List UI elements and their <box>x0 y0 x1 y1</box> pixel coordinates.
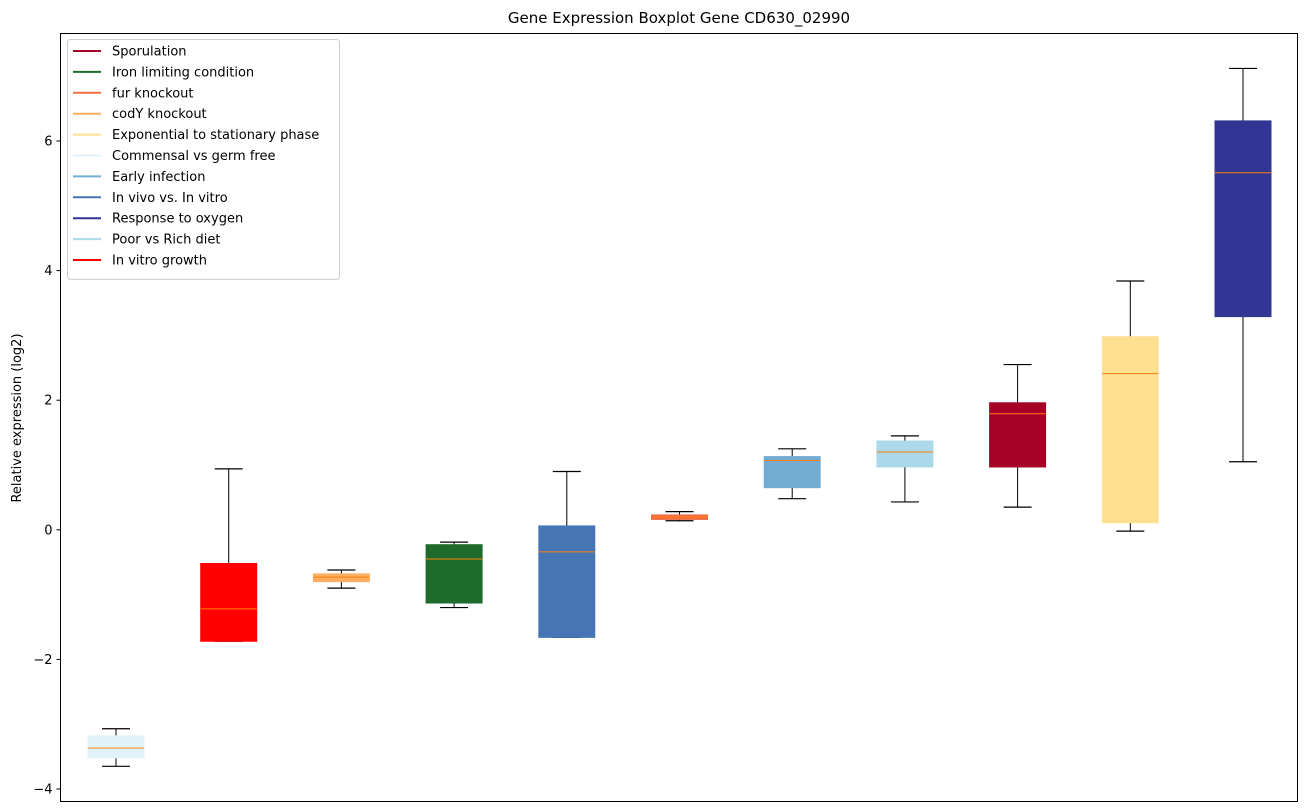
box-4 <box>425 541 483 609</box>
box-8 <box>876 435 934 503</box>
box-9 <box>989 363 1047 508</box>
box-body <box>763 456 821 489</box>
box-6 <box>651 511 708 522</box>
y-tick-label: −4 <box>33 783 52 798</box>
box-body <box>425 544 483 604</box>
legend-label: Early infection <box>112 170 205 185</box>
legend-item: codY knockout <box>73 107 207 122</box>
legend-label: In vivo vs. In vitro <box>112 191 228 206</box>
box-3 <box>312 569 370 589</box>
y-tick-label: 4 <box>44 264 52 279</box>
legend-item: Response to oxygen <box>73 212 243 227</box>
chart-title: Gene Expression Boxplot Gene CD630_02990 <box>508 9 850 28</box>
legend-frame <box>67 39 340 280</box>
y-tick-label: 0 <box>44 523 52 538</box>
box-7 <box>763 448 821 500</box>
box-body <box>1214 120 1272 318</box>
y-axis-ticks: −4 −2 0 2 4 6 <box>33 135 61 798</box>
legend-label: fur knockout <box>112 86 194 101</box>
legend-item: Poor vs Rich diet <box>73 233 220 248</box>
y-tick-label: 2 <box>44 394 52 409</box>
box-body <box>200 562 258 642</box>
box-body <box>876 440 934 468</box>
plot-frame <box>60 33 1298 802</box>
legend-label: In vitro growth <box>112 254 207 269</box>
boxes-layer <box>87 67 1272 767</box>
box-5 <box>538 470 596 638</box>
legend-label: Response to oxygen <box>112 212 243 227</box>
legend-label: Iron limiting condition <box>112 65 254 80</box>
box-1 <box>87 728 145 767</box>
legend-item: fur knockout <box>73 86 194 101</box>
legend-label: codY knockout <box>112 107 207 122</box>
legend-item: Early infection <box>73 170 205 185</box>
box-body <box>1101 336 1159 524</box>
legend-item: Commensal vs germ free <box>73 149 275 164</box>
legend: Sporulation Iron limiting condition fur kn… <box>67 39 340 280</box>
legend-label: Exponential to stationary phase <box>112 128 319 143</box>
y-tick-label: 6 <box>44 135 52 150</box>
legend-item: Iron limiting condition <box>73 65 254 80</box>
legend-label: Commensal vs germ free <box>112 149 275 164</box>
box-11 <box>1214 67 1272 463</box>
legend-label: Poor vs Rich diet <box>112 233 220 248</box>
legend-label: Sporulation <box>112 45 187 60</box>
box-body <box>538 525 596 638</box>
box-body <box>312 573 370 583</box>
box-10 <box>1101 280 1159 532</box>
legend-item: In vitro growth <box>73 254 207 269</box>
y-tick-label: −2 <box>33 653 52 668</box>
legend-item: Sporulation <box>73 45 187 60</box>
legend-item: Exponential to stationary phase <box>73 128 319 143</box>
box-body <box>989 402 1047 468</box>
legend-item: In vivo vs. In vitro <box>73 191 228 206</box>
y-axis-label: Relative expression (log2) <box>10 333 25 502</box>
box-2 <box>200 468 258 642</box>
box-body <box>87 735 145 759</box>
